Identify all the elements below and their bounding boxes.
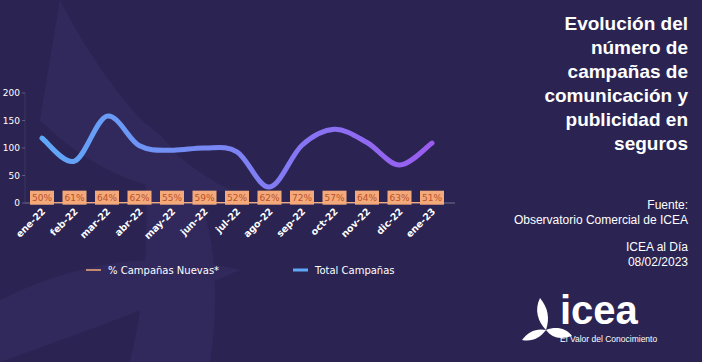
data-label: 51% (422, 193, 442, 203)
x-tick-label: may-22 (142, 206, 178, 242)
data-label: 64% (97, 193, 117, 203)
data-label: 72% (292, 193, 312, 203)
y-tick-label: 200 (3, 88, 20, 98)
data-label-box (128, 191, 152, 205)
publication-date: 08/02/2023 (626, 255, 688, 270)
data-label-box (355, 191, 379, 205)
data-labels: 50% 61% 64% 62% 55% 59% 52% 62% 72% 57% 64% 63% 51% (30, 191, 444, 205)
data-label: 62% (129, 193, 149, 203)
logo-text: icea (560, 288, 638, 332)
data-label-box (63, 191, 87, 205)
x-tick-label: feb-22 (48, 206, 80, 238)
series-line (42, 116, 432, 187)
data-label-box (420, 191, 444, 205)
legend-label: % Campañas Nuevas* (108, 265, 219, 276)
deco-shape (0, 260, 240, 362)
plot-area (42, 116, 432, 203)
deco-shape (40, 0, 230, 192)
data-label: 64% (357, 193, 377, 203)
data-label: 55% (162, 193, 182, 203)
source-name: Observatorio Comercial de ICEA (514, 213, 688, 228)
x-tick-label: abr-22 (112, 206, 145, 239)
logo-blade (522, 329, 546, 340)
legend-label: Total Campañas (314, 265, 395, 276)
data-label: 57% (324, 193, 344, 203)
background-decoration (0, 0, 240, 362)
data-label-box (290, 191, 314, 205)
y-axis-line (25, 93, 26, 203)
data-label: 52% (227, 193, 247, 203)
y-tick-label: 50 (9, 171, 21, 181)
legend-swatch (293, 269, 308, 272)
publication-block: ICEA al Día08/02/2023 (626, 240, 688, 270)
data-label-box (160, 191, 184, 205)
data-label-box (95, 191, 119, 205)
data-label: 61% (64, 193, 84, 203)
x-tick-label: jul-22 (212, 206, 242, 236)
source-label: Fuente: (514, 198, 688, 213)
data-label: 50% (32, 193, 52, 203)
source-block: Fuente:Observatorio Comercial de ICEA (514, 198, 688, 228)
x-tick-label: sep-22 (274, 206, 307, 239)
data-label-box (225, 191, 249, 205)
x-tick-label: mar-22 (78, 206, 113, 241)
data-label-box (193, 191, 217, 205)
data-label-box (323, 191, 347, 205)
chart-title: Evolución del número de campañas de comu… (516, 12, 688, 156)
data-label-box (30, 191, 54, 205)
y-tick-label: 100 (3, 143, 20, 153)
legend-swatch (86, 269, 101, 271)
x-tick-label: oct-22 (308, 206, 340, 238)
x-tick-label: ene-22 (14, 206, 48, 240)
x-tick-label: ago-22 (241, 206, 275, 240)
x-tick-label: nov-22 (339, 206, 373, 240)
x-tick-label: ene-23 (404, 206, 438, 240)
y-tick-label: 0 (14, 198, 20, 208)
data-label-box (388, 191, 412, 205)
data-label: 63% (389, 193, 409, 203)
deco-shape (130, 120, 215, 362)
data-label: 59% (194, 193, 214, 203)
data-label-box (258, 191, 282, 205)
publication-name: ICEA al Día (626, 240, 688, 255)
x-tick-label: dic-22 (374, 206, 405, 237)
logo-blade (537, 298, 548, 330)
y-tick-label: 150 (3, 116, 20, 126)
x-tick-label: jun-22 (177, 206, 209, 238)
logo-tagline: El Valor del Conocimiento (560, 334, 657, 344)
data-label: 62% (259, 193, 279, 203)
